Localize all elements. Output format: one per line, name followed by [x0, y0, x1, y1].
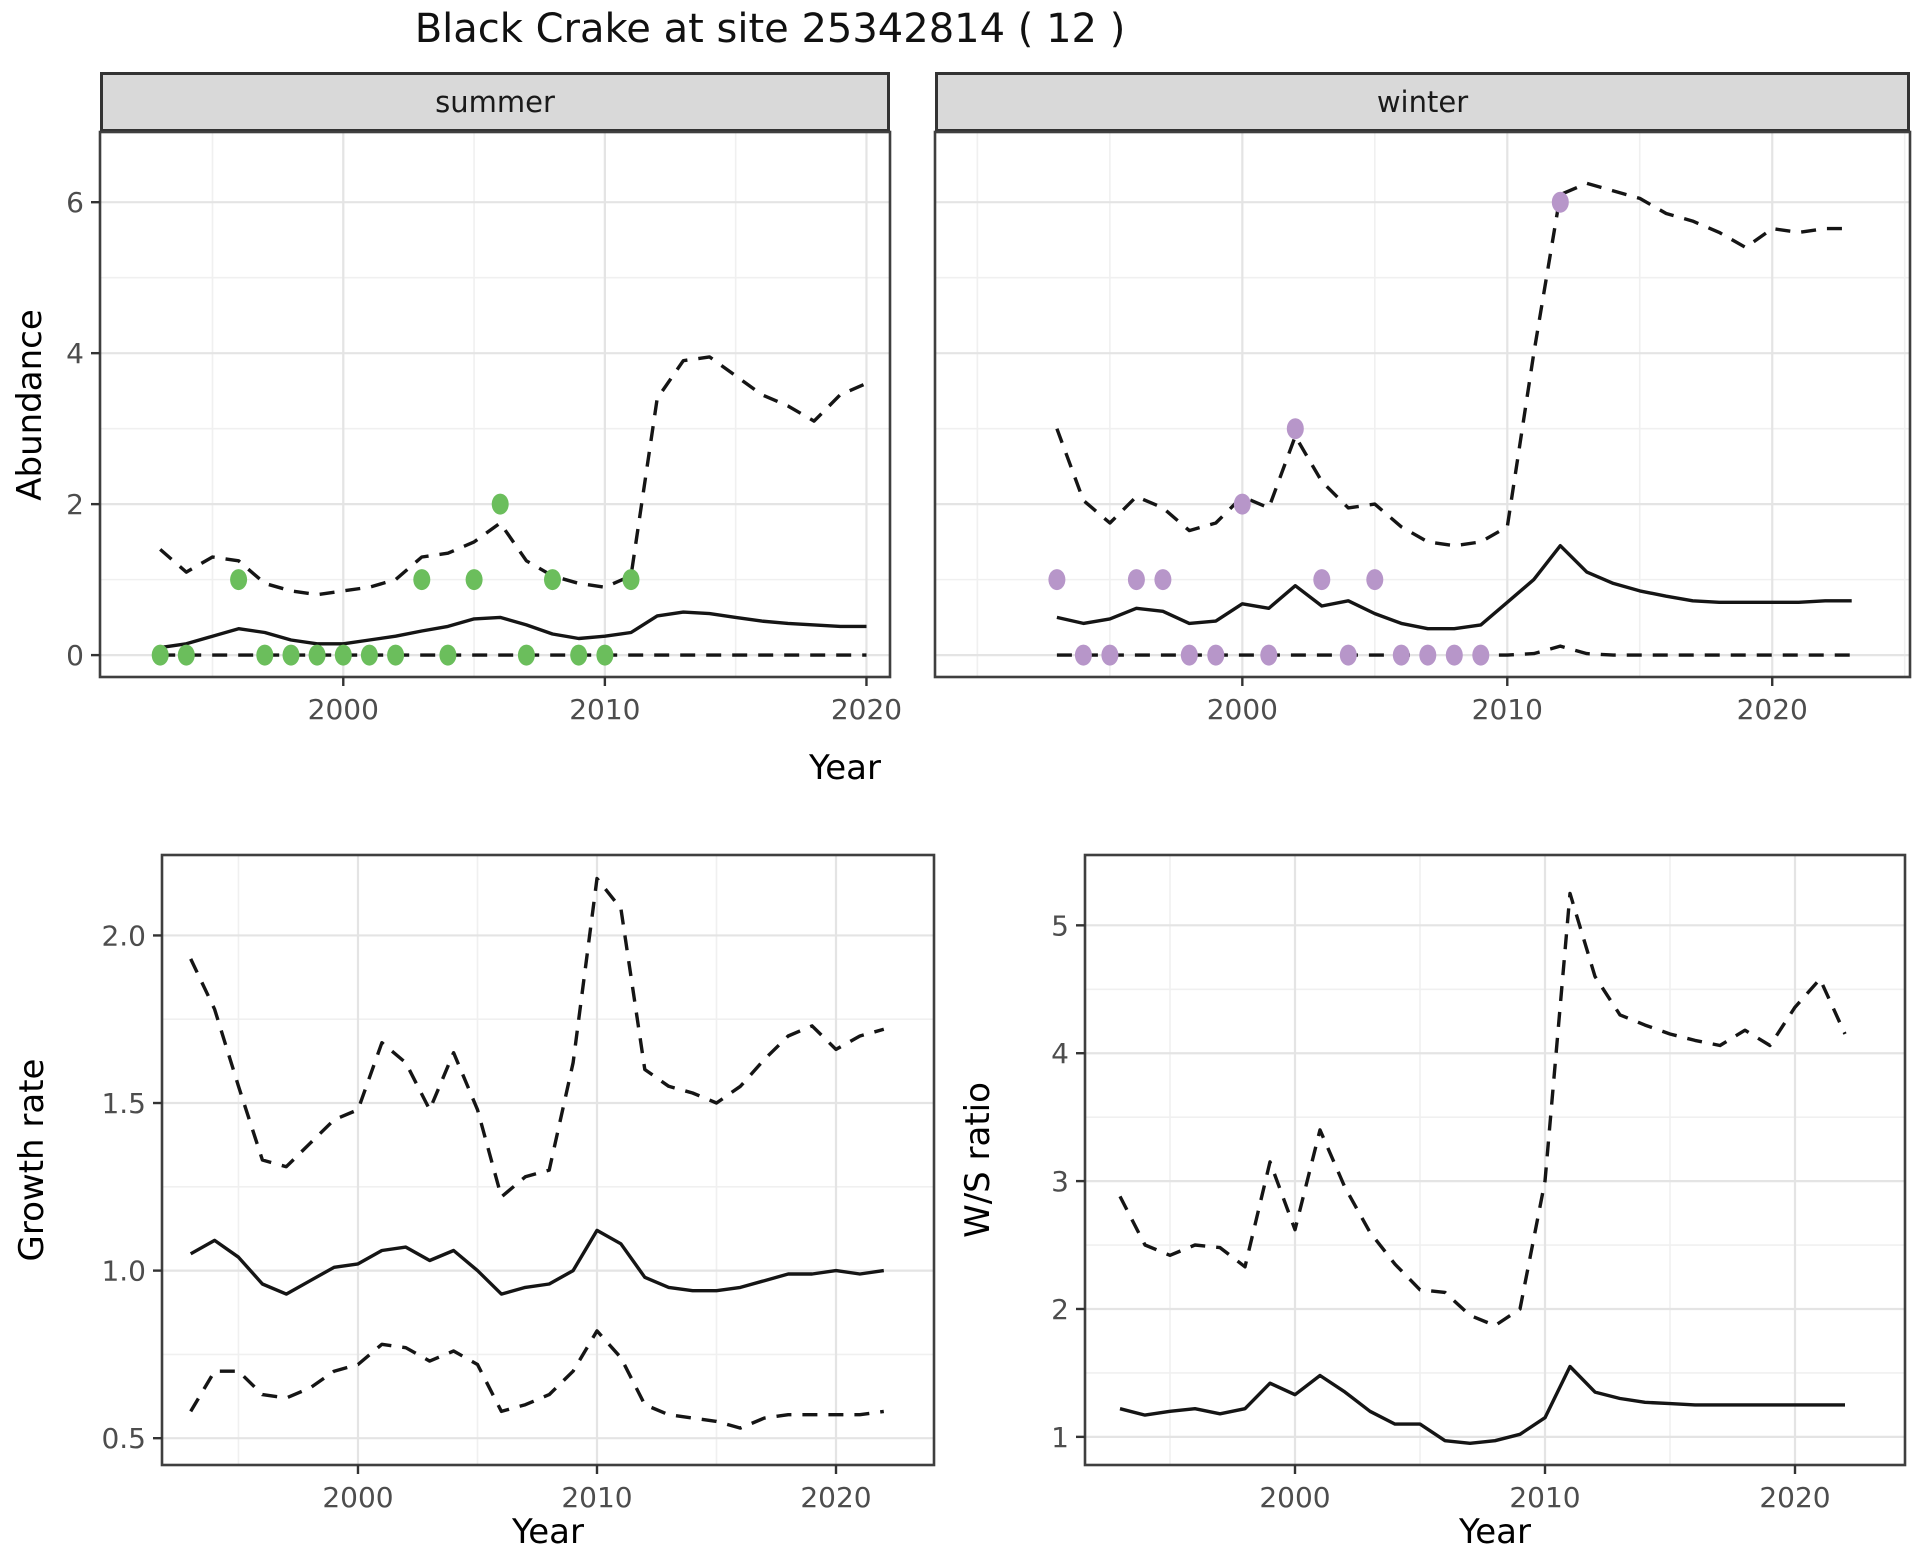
svg-text:2010: 2010 — [1509, 1481, 1580, 1514]
top-year-axis-title: Year — [809, 748, 881, 788]
svg-text:2020: 2020 — [800, 1481, 871, 1514]
svg-text:1.0: 1.0 — [101, 1255, 146, 1288]
svg-text:2000: 2000 — [1259, 1481, 1330, 1514]
svg-text:1: 1 — [1051, 1421, 1069, 1454]
svg-text:2000: 2000 — [308, 693, 379, 726]
svg-text:2000: 2000 — [1207, 693, 1278, 726]
facet-strip-summer-label: summer — [435, 85, 555, 119]
svg-text:2.0: 2.0 — [101, 919, 146, 952]
plot-title: Black Crake at site 25342814 ( 12 ) — [414, 6, 1126, 52]
svg-text:2: 2 — [66, 488, 84, 521]
svg-text:2010: 2010 — [1472, 693, 1543, 726]
svg-text:2010: 2010 — [569, 693, 640, 726]
svg-text:6: 6 — [66, 186, 84, 219]
svg-text:4: 4 — [1051, 1037, 1069, 1070]
svg-text:2020: 2020 — [1737, 693, 1808, 726]
svg-text:0.5: 0.5 — [101, 1422, 146, 1455]
ws-year-axis-title: Year — [1459, 1512, 1531, 1552]
growth-year-axis-title: Year — [512, 1512, 584, 1552]
svg-text:2010: 2010 — [561, 1481, 632, 1514]
svg-text:5: 5 — [1051, 909, 1069, 942]
svg-text:0: 0 — [66, 639, 84, 672]
facet-strip-winter: winter — [935, 72, 1910, 132]
svg-text:3: 3 — [1051, 1165, 1069, 1198]
svg-text:1.5: 1.5 — [101, 1087, 146, 1120]
facet-strip-winter-label: winter — [1376, 85, 1469, 119]
svg-text:2020: 2020 — [831, 693, 902, 726]
svg-text:2000: 2000 — [322, 1481, 393, 1514]
svg-text:2: 2 — [1051, 1293, 1069, 1326]
svg-text:4: 4 — [66, 337, 84, 370]
facet-strip-summer: summer — [100, 72, 890, 132]
svg-text:2020: 2020 — [1759, 1481, 1830, 1514]
